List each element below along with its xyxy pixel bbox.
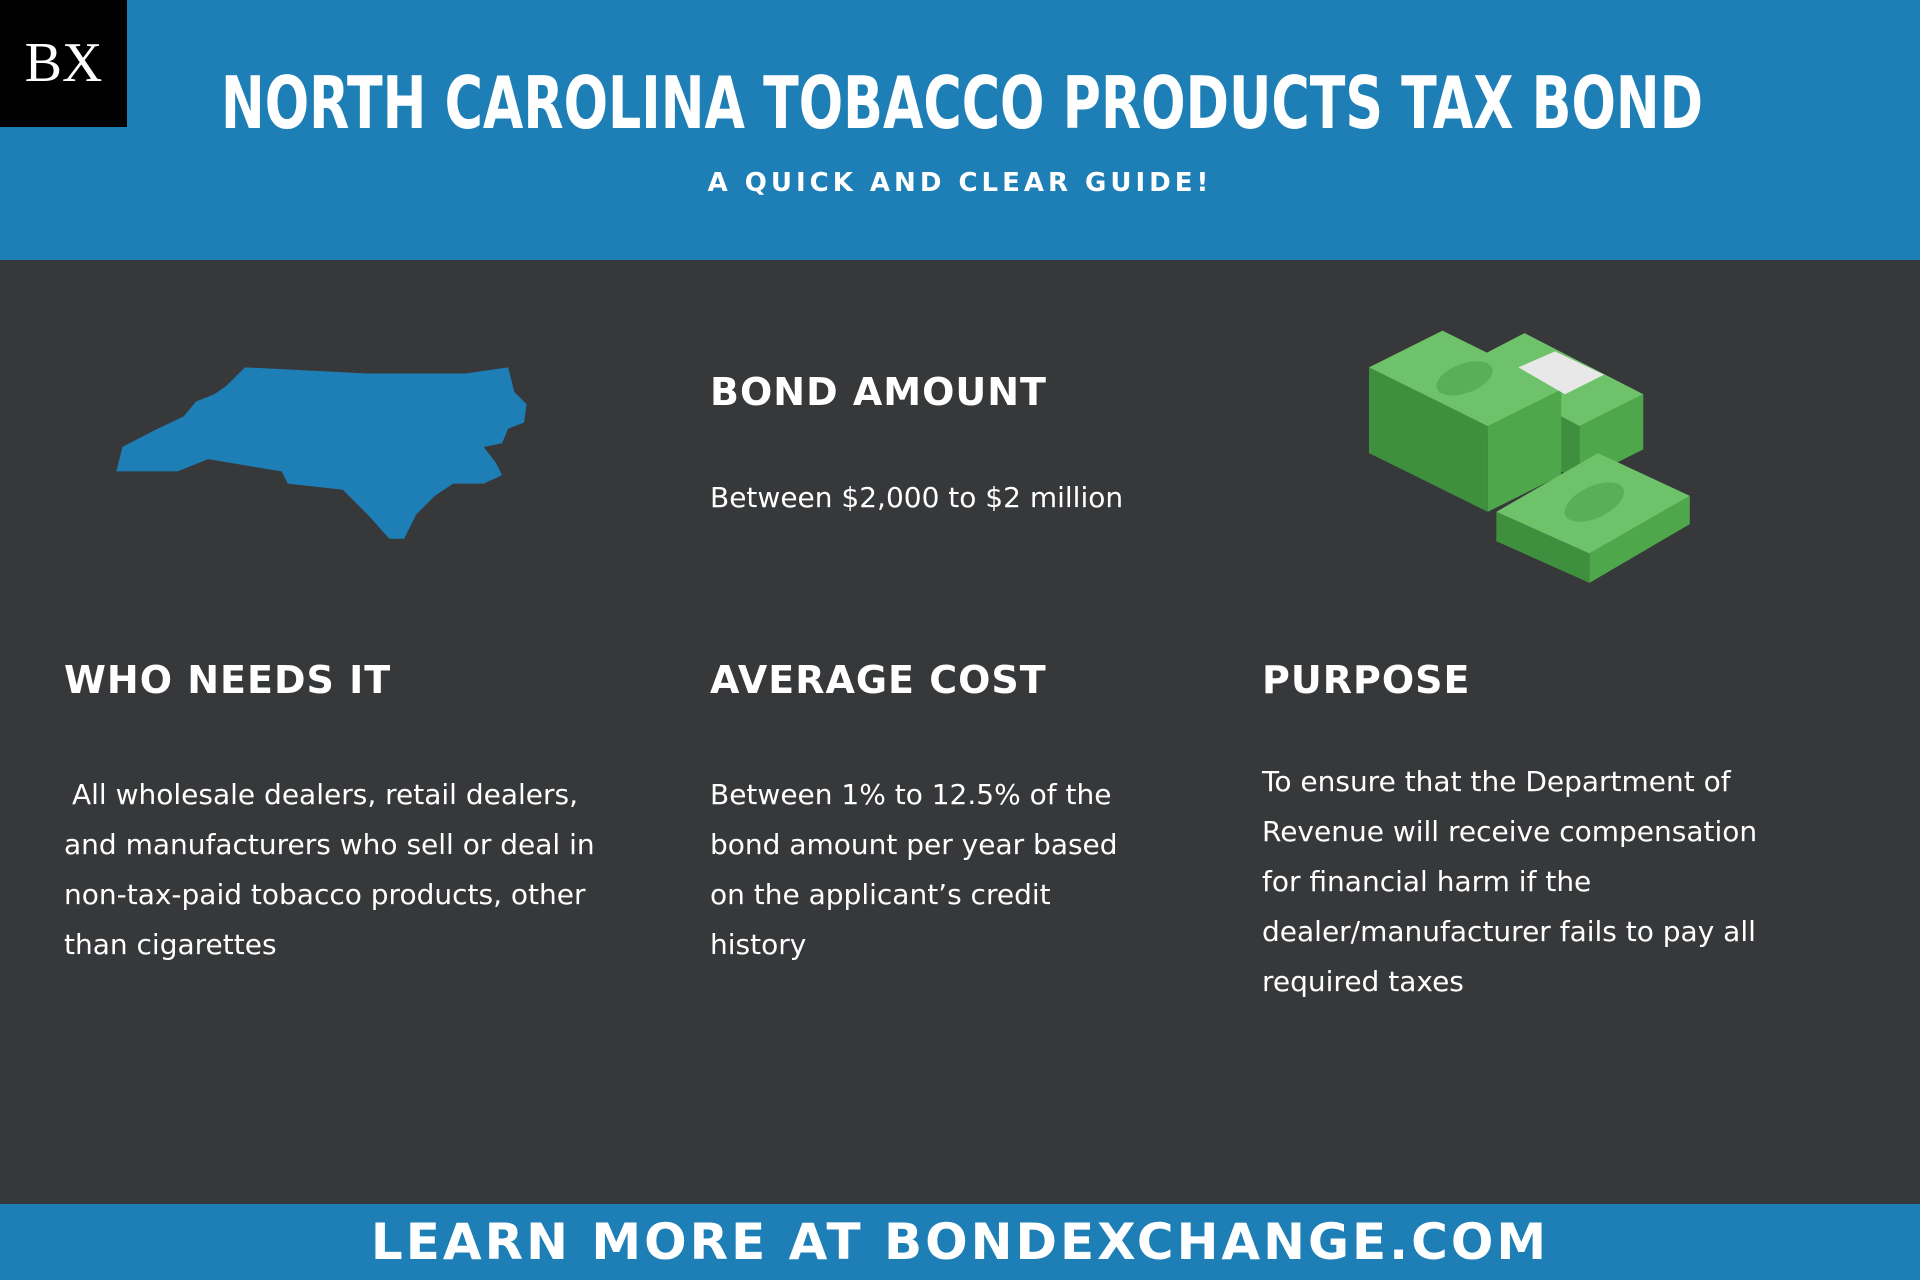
subtitle: A QUICK AND CLEAR GUIDE! (707, 168, 1213, 198)
text-line: history (710, 928, 807, 961)
text-line: All wholesale dealers, retail dealers, (72, 778, 578, 811)
nc-map (116, 367, 527, 539)
text-line: bond amount per year based (710, 828, 1118, 861)
purpose-text: To ensure that the Department of Revenue… (1262, 757, 1757, 1007)
text-line: than cigarettes (64, 928, 277, 961)
cost-text: Between 1% to 12.5% of the bond amount p… (710, 770, 1118, 970)
footer[interactable]: LEARN MORE AT BONDEXCHANGE.COM (0, 1204, 1920, 1280)
text-line: Revenue will receive compensation (1262, 815, 1758, 848)
cost-heading: AVERAGE COST (710, 658, 1047, 702)
text-line: for financial harm if the (1262, 865, 1592, 898)
money-icon (1368, 330, 1690, 583)
text-line: Between $2,000 to $2 million (710, 481, 1124, 514)
text-line: To ensure that the Department of (1262, 765, 1731, 798)
text-line: Between 1% to 12.5% of the (710, 778, 1112, 811)
title-svg: NORTH CAROLINA TOBACCO PRODUCTS TAX BOND (221, 61, 1703, 145)
bond-amount-heading: BOND AMOUNT (710, 370, 1047, 414)
who-text: All wholesale dealers, retail dealers, a… (64, 770, 595, 970)
illustrations (116, 330, 1690, 583)
title: NORTH CAROLINA TOBACCO PRODUCTS TAX BOND (221, 61, 1703, 145)
text-line: and manufacturers who sell or deal in (64, 828, 595, 861)
who-heading: WHO NEEDS IT (64, 658, 392, 702)
text-line: dealer/manufacturer fails to pay all (1262, 915, 1756, 948)
purpose-heading: PURPOSE (1262, 658, 1471, 702)
text-line: non-tax-paid tobacco products, other (64, 878, 586, 911)
bond-amount-text: Between $2,000 to $2 million (710, 473, 1123, 523)
logo[interactable]: BX (0, 0, 127, 127)
text-line: required taxes (1262, 965, 1464, 998)
text-line: on the applicant’s credit (710, 878, 1051, 911)
header: BX NORTH CAROLINA TOBACCO PRODUCTS TAX B… (0, 0, 1920, 260)
